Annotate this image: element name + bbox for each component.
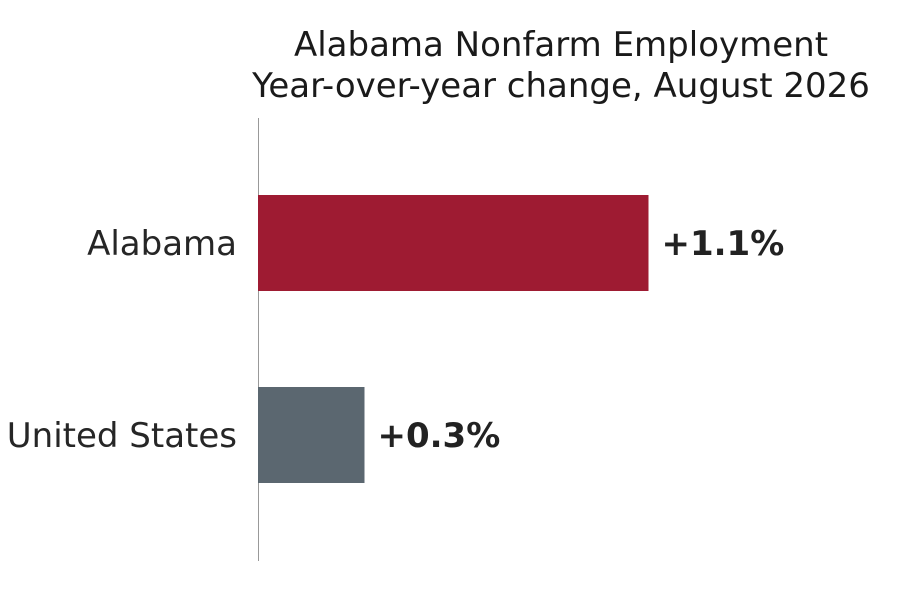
- bar-alabama: [258, 195, 649, 291]
- bars-group: Alabama +1.1% United States +0.3%: [7, 195, 785, 483]
- category-label: Alabama: [87, 224, 237, 264]
- category-label: United States: [7, 416, 237, 456]
- value-label: +1.1%: [662, 224, 785, 264]
- chart-subtitle: Year-over-year change, August 2026: [251, 66, 870, 106]
- value-label: +0.3%: [378, 416, 501, 456]
- bar-united-states: [258, 387, 365, 483]
- chart-title: Alabama Nonfarm Employment: [294, 25, 828, 65]
